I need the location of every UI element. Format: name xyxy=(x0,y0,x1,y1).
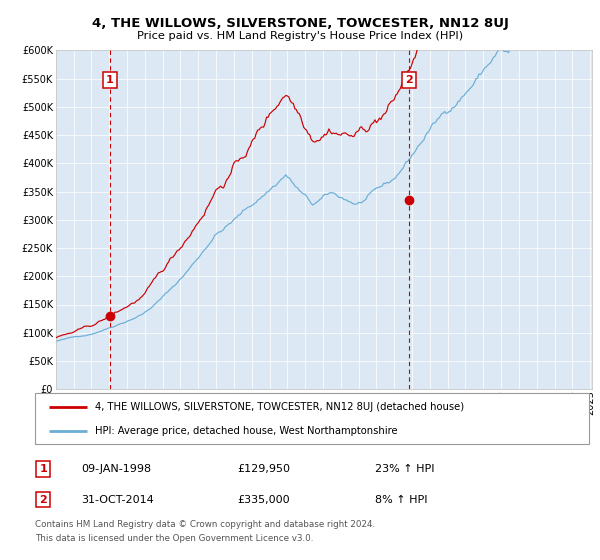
Text: 09-JAN-1998: 09-JAN-1998 xyxy=(81,464,151,474)
Text: 4, THE WILLOWS, SILVERSTONE, TOWCESTER, NN12 8UJ (detached house): 4, THE WILLOWS, SILVERSTONE, TOWCESTER, … xyxy=(95,402,464,412)
Text: 1: 1 xyxy=(40,464,47,474)
Text: Contains HM Land Registry data © Crown copyright and database right 2024.: Contains HM Land Registry data © Crown c… xyxy=(35,520,375,529)
Text: £129,950: £129,950 xyxy=(237,464,290,474)
Text: 8% ↑ HPI: 8% ↑ HPI xyxy=(375,494,427,505)
Text: This data is licensed under the Open Government Licence v3.0.: This data is licensed under the Open Gov… xyxy=(35,534,313,543)
Text: £335,000: £335,000 xyxy=(237,494,290,505)
Text: 4, THE WILLOWS, SILVERSTONE, TOWCESTER, NN12 8UJ: 4, THE WILLOWS, SILVERSTONE, TOWCESTER, … xyxy=(92,17,508,30)
Text: 23% ↑ HPI: 23% ↑ HPI xyxy=(375,464,434,474)
Text: 2: 2 xyxy=(40,494,47,505)
Text: Price paid vs. HM Land Registry's House Price Index (HPI): Price paid vs. HM Land Registry's House … xyxy=(137,31,463,41)
Text: 31-OCT-2014: 31-OCT-2014 xyxy=(81,494,154,505)
Text: 2: 2 xyxy=(405,75,413,85)
Text: HPI: Average price, detached house, West Northamptonshire: HPI: Average price, detached house, West… xyxy=(95,426,397,436)
Text: 1: 1 xyxy=(106,75,113,85)
